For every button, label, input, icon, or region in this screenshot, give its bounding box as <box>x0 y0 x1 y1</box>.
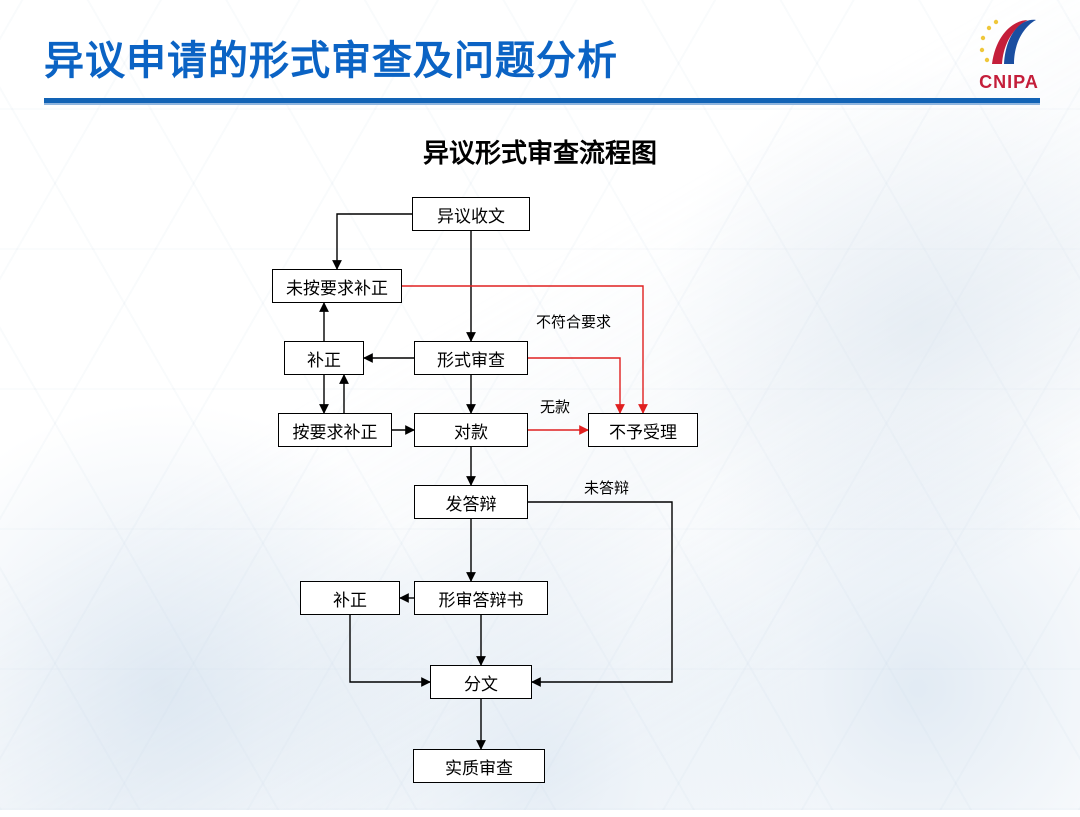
flow-node-n_reject: 不予受理 <box>588 413 698 447</box>
edge-label: 无款 <box>540 396 570 417</box>
flow-node-n_buzheng1: 补正 <box>284 341 364 375</box>
title-underline <box>44 98 1040 105</box>
flow-node-n_reply: 发答辩 <box>414 485 528 519</box>
flow-node-n_sub: 实质审查 <box>413 749 545 783</box>
flowchart-nodes: 异议收文未按要求补正补正形式审查按要求补正对款不予受理发答辩补正形审答辩书分文实… <box>0 115 1080 817</box>
flow-node-n_form: 形式审查 <box>414 341 528 375</box>
flow-node-n_buzheng2: 补正 <box>300 581 400 615</box>
cnipa-logo-icon <box>974 14 1044 74</box>
flow-node-n_byreq: 按要求补正 <box>278 413 392 447</box>
flow-node-n_recv: 异议收文 <box>412 197 530 231</box>
flow-node-n_pay: 对款 <box>414 413 528 447</box>
flow-node-n_replybk: 形审答辩书 <box>414 581 548 615</box>
edge-label: 未答辩 <box>584 477 629 498</box>
cnipa-logo-text: CNIPA <box>966 72 1052 93</box>
flowchart-area: 异议形式审查流程图 异议收文未按要求补正补正形式审查按要求补正对款不予受理发答辩… <box>0 115 1080 817</box>
flow-node-n_fenwen: 分文 <box>430 665 532 699</box>
slide-header: 异议申请的形式审查及问题分析 CNIPA <box>0 0 1080 115</box>
flow-node-n_notreq: 未按要求补正 <box>272 269 402 303</box>
cnipa-logo: CNIPA <box>966 14 1052 93</box>
edge-label: 不符合要求 <box>536 311 611 332</box>
slide-title: 异议申请的形式审查及问题分析 <box>44 28 1040 86</box>
